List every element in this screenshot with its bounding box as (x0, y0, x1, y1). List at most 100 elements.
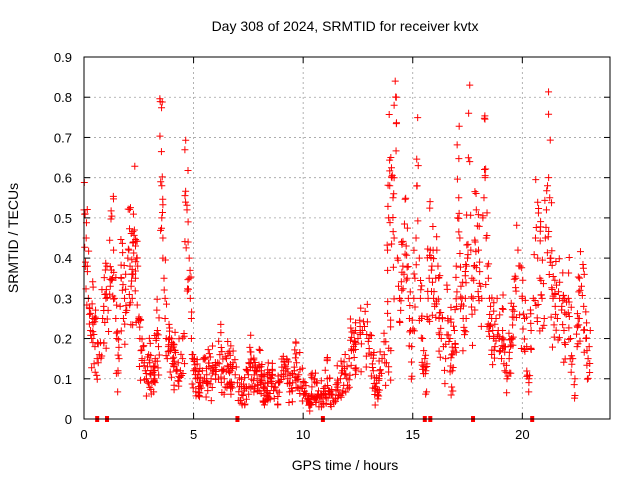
data-point (118, 239, 126, 247)
data-point (373, 391, 381, 399)
data-point (155, 314, 163, 322)
data-point (496, 311, 504, 319)
data-point (424, 245, 432, 253)
data-point (511, 272, 519, 280)
data-point (386, 167, 394, 175)
data-point (486, 311, 494, 319)
data-point (402, 194, 410, 202)
data-point (181, 238, 189, 246)
data-point (168, 373, 176, 381)
data-point (290, 363, 298, 371)
data-point (527, 327, 535, 335)
data-point (334, 376, 342, 384)
data-point (112, 314, 120, 322)
data-point (184, 276, 192, 284)
data-point (320, 387, 328, 395)
data-point (449, 322, 457, 330)
x-tick-label: 15 (406, 427, 420, 442)
data-point (501, 367, 509, 375)
data-point (441, 380, 449, 388)
data-point (241, 401, 249, 409)
data-point (182, 198, 190, 206)
data-point (495, 348, 503, 356)
data-point (163, 300, 171, 308)
data-point (247, 384, 255, 392)
data-point (550, 321, 558, 329)
data-point (189, 351, 197, 359)
data-point (490, 299, 498, 307)
data-point (343, 374, 351, 382)
data-point (274, 393, 282, 401)
plot-frame (83, 56, 611, 420)
data-point (348, 333, 356, 341)
data-point (430, 255, 438, 263)
data-point (119, 314, 127, 322)
data-point (421, 355, 429, 363)
data-point (246, 343, 254, 351)
data-point (390, 190, 398, 198)
data-point (289, 379, 297, 387)
data-point (370, 348, 378, 356)
data-point (154, 331, 162, 339)
y-tick-label: 0 (65, 412, 72, 427)
data-point (156, 132, 164, 140)
data-point (94, 340, 102, 348)
data-point (453, 141, 461, 149)
data-point (447, 303, 455, 311)
data-point (435, 309, 443, 317)
data-point (362, 363, 370, 371)
data-point (495, 332, 503, 340)
data-point (586, 327, 594, 335)
data-point (527, 345, 535, 353)
data-point (448, 343, 456, 351)
data-point (390, 101, 398, 109)
data-point (462, 261, 470, 269)
data-point (121, 294, 129, 302)
data-point (357, 340, 365, 348)
data-point (166, 334, 174, 342)
data-point (538, 324, 546, 332)
data-point (538, 256, 546, 264)
data-point (502, 368, 510, 376)
data-point (548, 261, 556, 269)
data-point (502, 361, 510, 369)
data-point (475, 279, 483, 287)
data-point (150, 377, 158, 385)
data-point (531, 234, 539, 242)
data-point (207, 397, 215, 405)
data-point (108, 212, 116, 220)
data-point (105, 327, 113, 335)
data-point (256, 378, 264, 386)
data-point (544, 233, 552, 241)
data-point (133, 301, 141, 309)
data-point (244, 371, 252, 379)
data-point (530, 251, 538, 259)
data-point (103, 262, 111, 270)
data-point (546, 194, 554, 202)
data-point (388, 240, 396, 248)
data-point (391, 77, 399, 85)
data-point (450, 327, 458, 335)
data-point (552, 258, 560, 266)
data-point (417, 276, 425, 284)
data-point (192, 366, 200, 374)
data-point (433, 300, 441, 308)
data-point (173, 367, 181, 375)
data-point (442, 355, 450, 363)
data-point (217, 344, 225, 352)
data-point (409, 325, 417, 333)
data-point (396, 295, 404, 303)
data-point (453, 302, 461, 310)
data-point (259, 398, 267, 406)
data-point (323, 357, 331, 365)
data-point (568, 360, 576, 368)
data-point (136, 315, 144, 323)
data-point (430, 288, 438, 296)
data-point (229, 347, 237, 355)
data-point (125, 246, 133, 254)
data-point (182, 244, 190, 252)
data-point (179, 334, 187, 342)
data-point (435, 331, 443, 339)
data-point (129, 321, 137, 329)
data-point (405, 342, 413, 350)
